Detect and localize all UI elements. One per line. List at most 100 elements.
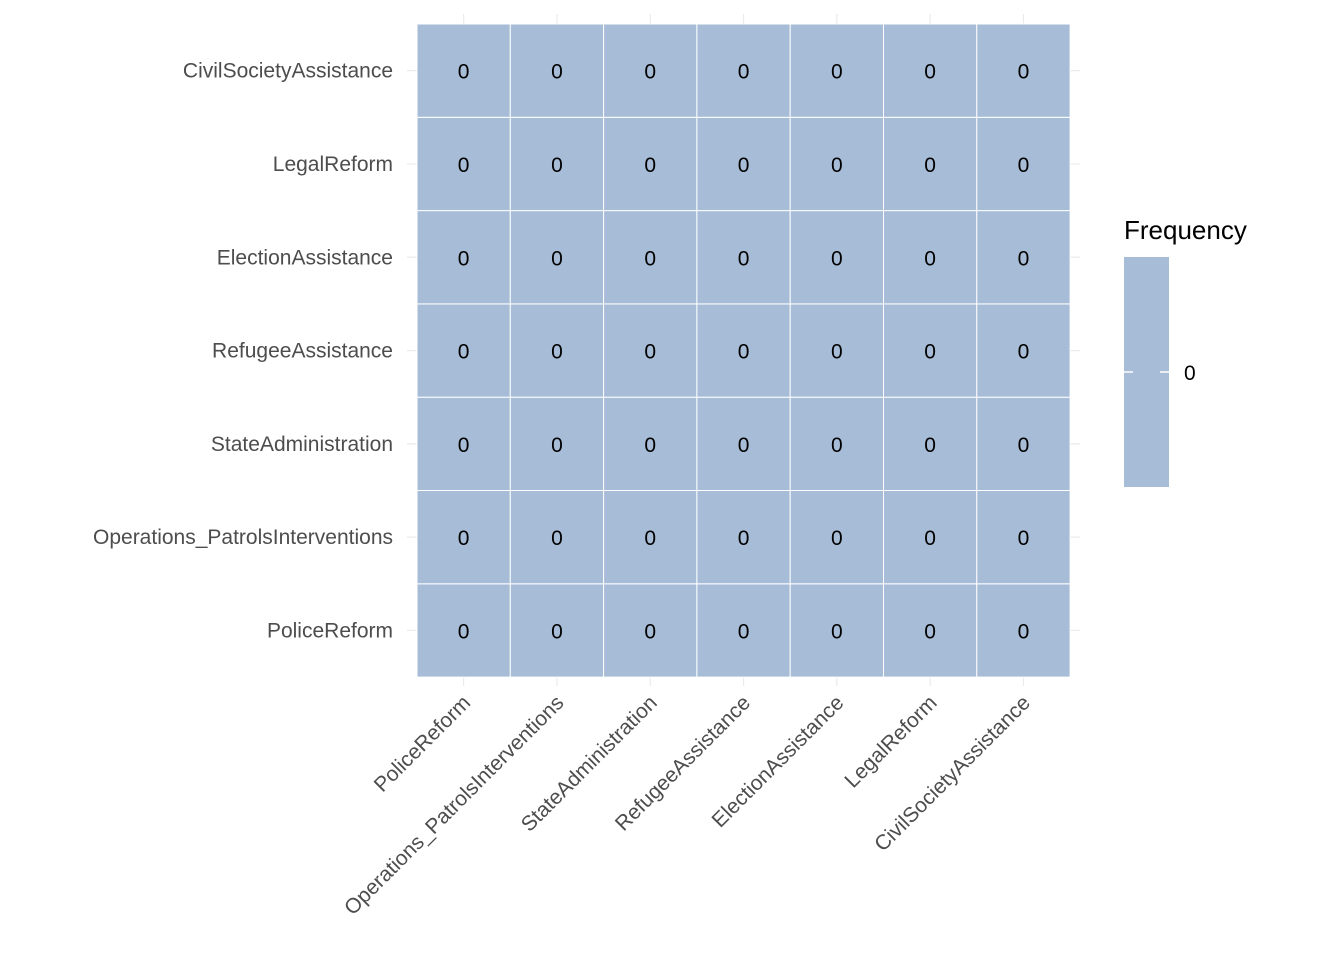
heatmap-cell xyxy=(789,396,885,492)
cell-value-label: 0 xyxy=(551,620,563,643)
cell-value-label: 0 xyxy=(738,61,750,84)
cell-value-label: 0 xyxy=(458,61,470,84)
heatmap-cell xyxy=(509,23,605,118)
y-tick-label: RefugeeAssistance xyxy=(212,340,393,363)
legend-title: Frequency xyxy=(1124,215,1247,245)
cell-value-label: 0 xyxy=(831,620,843,643)
heatmap-cell xyxy=(883,116,978,212)
heatmap-cell xyxy=(416,396,511,492)
cell-value-labels: 0 0 0 0 0 0 0 0 0 0 0 0 0 0 0 0 0 0 0 0 0 0 0 0 0 0 0 0 0 0 0 0 0 0 0 0 0 0 0 0… xyxy=(458,61,1029,644)
cell-value-label: 0 xyxy=(644,61,656,84)
heatmap-cell xyxy=(883,303,978,398)
y-tick-label: Operations_PatrolsInterventions xyxy=(93,526,393,549)
x-axis-tick-labels: PoliceReformOperations_PatrolsInterventi… xyxy=(340,691,1035,919)
cell-value-label: 0 xyxy=(831,527,843,550)
cell-value-label: 0 xyxy=(924,154,936,177)
cell-value-label: 0 xyxy=(458,247,470,270)
y-tick-label: CivilSocietyAssistance xyxy=(183,60,393,83)
heatmap-cell xyxy=(509,490,605,585)
heatmap-cell xyxy=(976,583,1071,678)
x-tick-label: CivilSocietyAssistance xyxy=(870,691,1035,856)
cell-value-label: 0 xyxy=(458,341,470,364)
y-tick-label: PoliceReform xyxy=(267,619,393,642)
heatmap-cell xyxy=(976,23,1071,118)
heatmap-cell xyxy=(696,490,791,585)
heatmap-cell xyxy=(789,583,885,678)
cell-value-label: 0 xyxy=(738,341,750,364)
legend: Frequency 0 xyxy=(1124,215,1247,487)
cell-value-label: 0 xyxy=(458,620,470,643)
heatmap-cells xyxy=(416,23,1071,678)
cell-value-label: 0 xyxy=(738,620,750,643)
cell-value-label: 0 xyxy=(551,341,563,364)
cell-value-label: 0 xyxy=(831,247,843,270)
cell-value-label: 0 xyxy=(738,434,750,457)
heatmap-cell xyxy=(883,583,978,678)
cell-value-label: 0 xyxy=(644,341,656,364)
cell-value-label: 0 xyxy=(1018,620,1030,643)
heatmap-cell xyxy=(416,210,511,305)
heatmap-cell xyxy=(976,303,1071,398)
cell-value-label: 0 xyxy=(831,341,843,364)
cell-value-label: 0 xyxy=(1018,527,1030,550)
heatmap-cell xyxy=(603,583,698,678)
heatmap-cell xyxy=(883,396,978,492)
cell-value-label: 0 xyxy=(924,247,936,270)
heatmap-cell xyxy=(976,490,1071,585)
cell-value-label: 0 xyxy=(551,247,563,270)
cell-value-label: 0 xyxy=(1018,341,1030,364)
heatmap-cell xyxy=(416,490,511,585)
x-tick-label: LegalReform xyxy=(840,691,941,792)
cell-value-label: 0 xyxy=(1018,434,1030,457)
heatmap-cell xyxy=(509,116,605,212)
cell-value-label: 0 xyxy=(738,247,750,270)
cell-value-label: 0 xyxy=(924,341,936,364)
heatmap-cell xyxy=(696,23,791,118)
cell-value-label: 0 xyxy=(644,154,656,177)
cell-value-label: 0 xyxy=(924,434,936,457)
legend-break-label: 0 xyxy=(1184,362,1196,385)
heatmap-cell xyxy=(603,396,698,492)
heatmap-cell xyxy=(789,303,885,398)
cell-value-label: 0 xyxy=(551,61,563,84)
cell-value-label: 0 xyxy=(1018,154,1030,177)
heatmap-cell xyxy=(603,23,698,118)
heatmap-cell xyxy=(509,396,605,492)
cell-value-label: 0 xyxy=(458,434,470,457)
y-tick-label: ElectionAssistance xyxy=(217,246,393,269)
cell-value-label: 0 xyxy=(1018,61,1030,84)
cell-value-label: 0 xyxy=(738,154,750,177)
heatmap-cell xyxy=(789,490,885,585)
heatmap-cell xyxy=(883,23,978,118)
cell-value-label: 0 xyxy=(831,61,843,84)
heatmap-cell xyxy=(696,303,791,398)
cell-value-label: 0 xyxy=(644,527,656,550)
heatmap-cell xyxy=(976,396,1071,492)
cell-value-label: 0 xyxy=(1018,247,1030,270)
y-tick-label: LegalReform xyxy=(273,153,393,176)
heatmap-cell xyxy=(976,210,1071,305)
cell-value-label: 0 xyxy=(644,620,656,643)
cell-value-label: 0 xyxy=(924,61,936,84)
cell-value-label: 0 xyxy=(738,527,750,550)
heatmap-cell xyxy=(696,396,791,492)
cell-value-label: 0 xyxy=(551,434,563,457)
heatmap-cell xyxy=(603,303,698,398)
cell-value-label: 0 xyxy=(551,527,563,550)
heatmap-cell xyxy=(416,303,511,398)
y-axis-tick-labels: PoliceReform Operations_PatrolsInterventi… xyxy=(93,60,393,643)
y-tick-label: StateAdministration xyxy=(211,433,393,456)
cell-value-label: 0 xyxy=(458,154,470,177)
cell-value-label: 0 xyxy=(924,620,936,643)
cell-value-label: 0 xyxy=(644,434,656,457)
heatmap-cell xyxy=(976,116,1071,212)
heatmap-cell xyxy=(603,490,698,585)
heatmap-cell xyxy=(509,303,605,398)
heatmap-cell xyxy=(696,210,791,305)
cell-value-label: 0 xyxy=(924,527,936,550)
x-tick-label: PoliceReform xyxy=(370,691,475,796)
cell-value-label: 0 xyxy=(644,247,656,270)
cell-value-label: 0 xyxy=(831,434,843,457)
heatmap-cell xyxy=(883,490,978,585)
